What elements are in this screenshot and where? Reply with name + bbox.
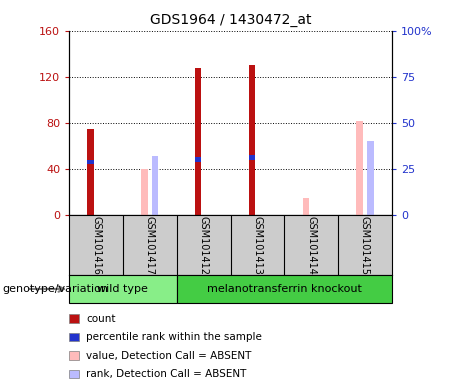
Text: GSM101414: GSM101414 [306,216,316,275]
Bar [249,65,255,215]
Text: rank, Detection Call = ABSENT: rank, Detection Call = ABSENT [86,369,247,379]
Text: genotype/variation: genotype/variation [2,284,108,294]
Bar [302,198,309,215]
Bar [152,156,159,215]
Text: GSM101413: GSM101413 [252,216,262,275]
Bar [367,141,373,215]
Bar [177,275,392,303]
Text: count: count [86,314,116,324]
Text: GSM101417: GSM101417 [145,216,155,275]
Text: GSM101416: GSM101416 [91,216,101,275]
Text: melanotransferrin knockout: melanotransferrin knockout [207,284,362,294]
Text: GSM101415: GSM101415 [360,216,370,275]
Title: GDS1964 / 1430472_at: GDS1964 / 1430472_at [150,13,311,27]
Bar [195,68,201,215]
Text: percentile rank within the sample: percentile rank within the sample [86,332,262,342]
Text: GSM101412: GSM101412 [199,216,209,275]
Bar [195,157,201,162]
Bar [356,121,363,215]
Bar [69,275,177,303]
Bar [88,160,94,164]
Bar [88,129,94,215]
Text: value, Detection Call = ABSENT: value, Detection Call = ABSENT [86,351,252,361]
Bar [249,155,255,160]
Bar [141,169,148,215]
Text: wild type: wild type [97,284,148,294]
